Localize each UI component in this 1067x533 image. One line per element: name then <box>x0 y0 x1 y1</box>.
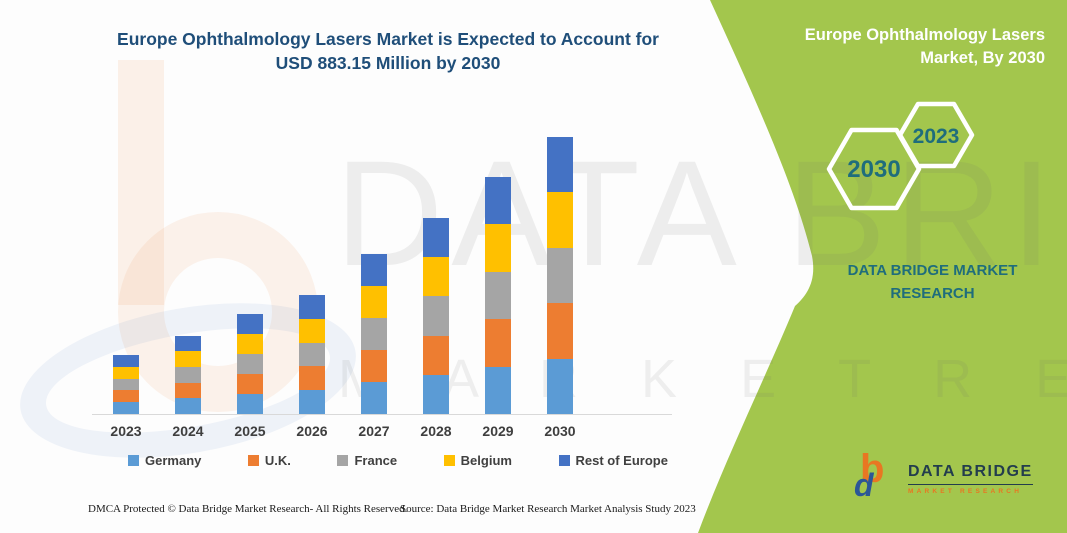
hexagon-2030 <box>826 127 922 211</box>
bar-segment-germany-2026 <box>299 390 325 414</box>
bar-segment-rest-of-europe-2023 <box>113 355 139 367</box>
bar-segment-france-2024 <box>175 366 201 383</box>
bar-segment-rest-of-europe-2026 <box>299 295 325 319</box>
bar-segment-germany-2027 <box>361 382 387 414</box>
bar-segment-u-k-2023 <box>113 390 139 403</box>
bar-segment-u-k-2030 <box>547 303 573 359</box>
chart-title: Europe Ophthalmology Lasers Market is Ex… <box>88 28 688 75</box>
x-axis-label-2029: 2029 <box>482 423 514 439</box>
legend-label-france: France <box>354 453 398 468</box>
logo-name: DATA BRIDGE <box>908 463 1033 485</box>
bar-segment-germany-2030 <box>547 358 573 414</box>
bar-segment-rest-of-europe-2028 <box>423 218 449 258</box>
bar-segment-belgium-2028 <box>423 257 449 297</box>
legend-item-u-k: U.K. <box>247 453 291 468</box>
logo-b-glyph: b <box>860 447 885 491</box>
bar-segment-germany-2029 <box>485 366 511 414</box>
legend-swatch-rest-of-europe <box>558 455 570 466</box>
legend-item-germany: Germany <box>128 453 201 468</box>
bar-segment-france-2026 <box>299 342 325 367</box>
bar-segment-belgium-2027 <box>361 286 387 318</box>
legend-item-france: France <box>337 453 397 468</box>
bar-segment-rest-of-europe-2029 <box>485 177 511 225</box>
bar-segment-germany-2024 <box>175 398 201 414</box>
logo-text: DATA BRIDGE MARKET RESEARCH <box>908 463 1033 495</box>
legend-item-belgium: Belgium <box>443 453 512 468</box>
legend-swatch-u-k <box>247 455 259 466</box>
bar-segment-rest-of-europe-2030 <box>547 137 573 193</box>
stacked-bar-2029 <box>485 177 511 414</box>
bar-segment-belgium-2023 <box>113 366 139 379</box>
bar-segment-u-k-2026 <box>299 366 325 391</box>
bar-segment-rest-of-europe-2027 <box>361 254 387 286</box>
legend-item-rest-of-europe: Rest of Europe <box>558 453 668 468</box>
bar-segment-france-2029 <box>485 271 511 320</box>
stacked-bar-2027 <box>361 254 387 414</box>
green-panel-shape <box>698 0 1067 533</box>
bar-segment-rest-of-europe-2025 <box>237 313 263 334</box>
panel-brand-text: DATA BRIDGE MARKET RESEARCH <box>847 262 1018 302</box>
bar-segment-belgium-2024 <box>175 351 201 367</box>
bar-chart-plot <box>92 110 672 415</box>
legend-swatch-belgium <box>443 455 455 466</box>
bar-segment-france-2030 <box>547 247 573 304</box>
bar-segment-u-k-2025 <box>237 373 263 394</box>
chart-legend: Germany U.K. France Belgium Rest of Europe <box>128 453 668 468</box>
stacked-bar-2025 <box>237 313 263 414</box>
legend-label-rest-of-europe: Rest of Europe <box>575 453 668 468</box>
chart-title-line1: Europe Ophthalmology Lasers Market is Ex… <box>117 29 659 49</box>
legend-label-germany: Germany <box>145 453 202 468</box>
watermark-text-databridge: DATA BRIDGE <box>335 129 1067 297</box>
panel-title: Europe Ophthalmology Lasers Market, By 2… <box>804 26 1045 68</box>
bar-segment-germany-2025 <box>237 393 263 414</box>
bar-segment-belgium-2030 <box>547 192 573 248</box>
bar-segment-france-2028 <box>423 296 449 336</box>
bar-segment-belgium-2026 <box>299 318 325 343</box>
bar-segment-belgium-2029 <box>485 224 511 272</box>
bar-segment-france-2023 <box>113 378 139 391</box>
logo-subtitle: MARKET RESEARCH <box>908 488 1023 495</box>
x-axis-label-2023: 2023 <box>110 423 142 439</box>
bar-segment-belgium-2025 <box>237 333 263 354</box>
stacked-bar-2028 <box>423 218 449 414</box>
hexagon-2023 <box>897 101 975 169</box>
x-axis-label-2030: 2030 <box>544 423 576 439</box>
stacked-bar-2023 <box>113 355 139 414</box>
hexagon-2030-label: 2030 <box>847 156 900 183</box>
copyright-text: DMCA Protected © Data Bridge Market Rese… <box>88 503 408 515</box>
year-hexagons: 2030 2023 <box>826 101 975 211</box>
bar-segment-rest-of-europe-2024 <box>175 335 201 352</box>
source-text: Source: Data Bridge Market Research Mark… <box>400 503 696 515</box>
bar-segment-u-k-2029 <box>485 319 511 367</box>
data-bridge-logo-icon: b d <box>854 449 900 503</box>
x-axis-label-2026: 2026 <box>296 423 328 439</box>
chart-title-line2: USD 883.15 Million by 2030 <box>275 52 501 73</box>
data-bridge-logo: b d DATA BRIDGE MARKET RESEARCH <box>854 449 1033 503</box>
x-axis-label-2027: 2027 <box>358 423 390 439</box>
stacked-bar-2030 <box>547 137 573 414</box>
legend-label-belgium: Belgium <box>460 453 512 468</box>
bar-segment-u-k-2024 <box>175 382 201 399</box>
stacked-bar-2026 <box>299 295 325 414</box>
x-axis-label-2024: 2024 <box>172 423 204 439</box>
legend-swatch-france <box>337 455 349 466</box>
watermark-text-marketresearch: M A R K E T R E S E A R C H <box>338 349 1067 409</box>
logo-d-glyph: d <box>854 467 874 503</box>
bar-segment-germany-2028 <box>423 374 449 414</box>
legend-label-u-k: U.K. <box>264 453 291 468</box>
bar-segment-france-2025 <box>237 353 263 374</box>
bar-segment-france-2027 <box>361 318 387 350</box>
hexagon-2023-label: 2023 <box>913 125 960 148</box>
bar-segment-u-k-2028 <box>423 335 449 375</box>
bar-segment-germany-2023 <box>113 402 139 414</box>
x-axis-label-2025: 2025 <box>234 423 266 439</box>
bar-segment-u-k-2027 <box>361 350 387 382</box>
legend-swatch-germany <box>128 455 139 466</box>
stacked-bar-2024 <box>175 335 201 414</box>
x-axis-label-2028: 2028 <box>420 423 452 439</box>
